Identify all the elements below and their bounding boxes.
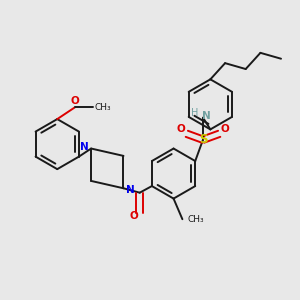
Text: O: O — [70, 96, 79, 106]
Text: N: N — [126, 185, 134, 195]
Text: O: O — [176, 124, 185, 134]
Text: N: N — [202, 111, 210, 121]
Text: N: N — [80, 142, 89, 152]
Text: CH₃: CH₃ — [187, 215, 204, 224]
Text: CH₃: CH₃ — [94, 103, 111, 112]
Text: S: S — [199, 133, 207, 146]
Text: O: O — [221, 124, 230, 134]
Text: H: H — [191, 108, 198, 118]
Text: O: O — [129, 211, 138, 221]
